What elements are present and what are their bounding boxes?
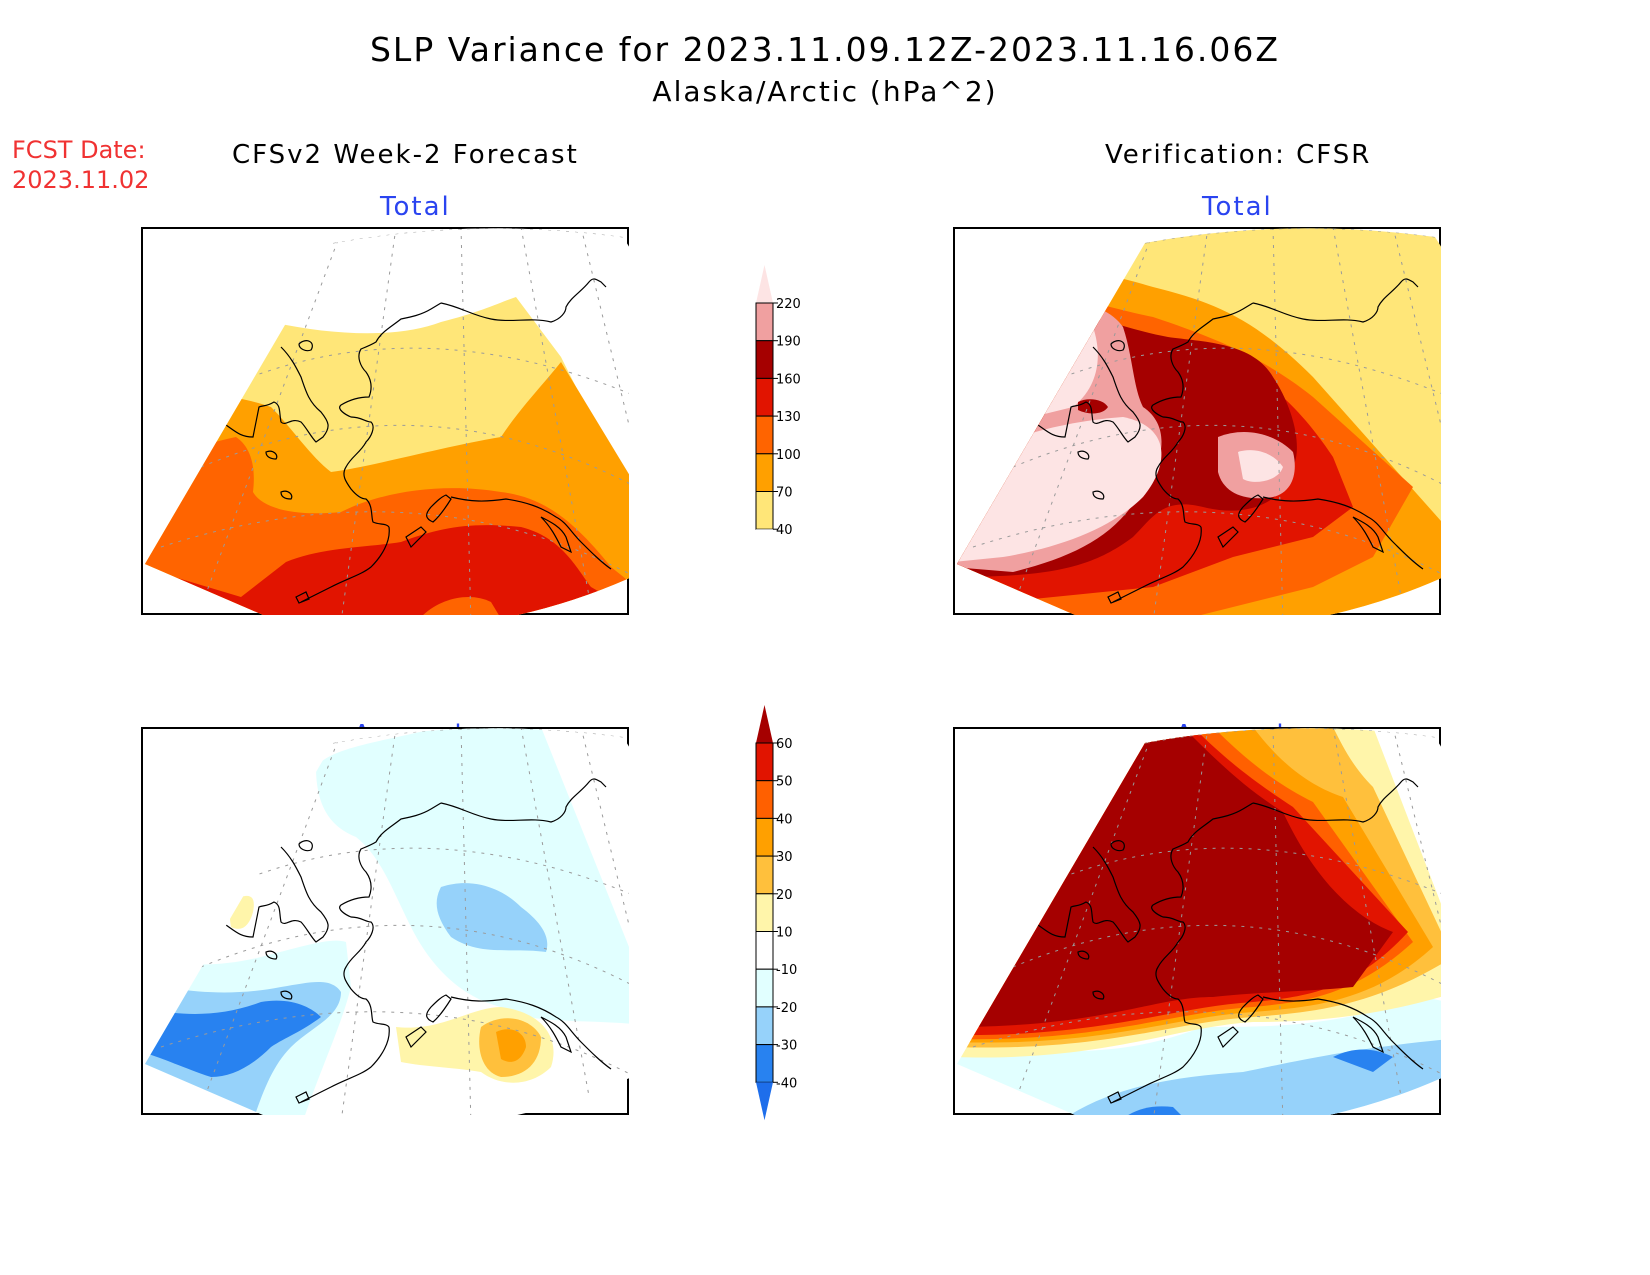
map-panel-verification-total [953,227,1441,615]
colorbar-tick-label: 30 [776,850,793,865]
colorbar-swatch [755,1006,774,1046]
colorbar-swatch [755,302,774,342]
colorbar-swatch [755,855,774,895]
panel-subtitle-verification-total: Total [1202,192,1273,222]
right-column-heading: Verification: CFSR [1105,140,1372,170]
forecast-date-value: 2023.11.02 [12,166,150,194]
contour-minus10-minus20-north [316,728,629,1027]
colorbar-tick-label: 20 [776,888,793,903]
colorbar-swatch [755,931,774,970]
contour-minus20-minus30 [436,883,548,952]
colorbar-swatch [755,817,774,857]
colorbar-tick-label: 60 [776,737,793,752]
colorbar-total: 220 190 160 130 100 70 40 [755,265,801,568]
colorbar-swatch [755,340,774,379]
colorbar-tick-label: 100 [776,448,801,463]
colorbar-swatch [755,453,774,493]
colorbar-extend-top [756,265,773,303]
contour-100-130-inset [421,597,506,615]
contour-30-40 [496,1029,526,1062]
contour-minus30-minus40-east [1333,1049,1393,1072]
colorbar-tick-label: 70 [776,486,793,501]
colorbar-swatch [755,1044,774,1083]
colorbar-swatch [755,893,774,933]
colorbar-tick-label: -20 [776,1001,797,1016]
figure-subtitle: Alaska/Arctic (hPa^2) [652,75,998,108]
colorbar-swatch [755,742,774,782]
colorbar-tick-label: 50 [776,775,793,790]
contour-minus30-minus40-west [1113,1106,1193,1115]
colorbar-tick-label: 220 [776,297,801,312]
panel-subtitle-forecast-total: Total [380,192,451,222]
contour-220-plus-east [1238,450,1283,482]
colorbar-swatch [755,491,774,530]
colorbar-tick-label: -40 [776,1076,797,1091]
colorbar-swatch [755,377,774,417]
colorbar-swatch [755,968,774,1008]
map-panel-verification-anomaly [953,727,1441,1115]
left-column-heading: CFSv2 Week-2 Forecast [232,140,579,170]
colorbar-tick-label: 40 [776,812,793,827]
map-panel-forecast-anomaly [141,727,629,1115]
colorbar-tick-label: 190 [776,335,801,350]
colorbar-tick-label: -30 [776,1039,797,1054]
forecast-date-block: FCST Date: 2023.11.02 [12,135,149,195]
colorbar-anomaly: 60 50 40 30 20 10 -10 -20 -30 -40 [755,705,797,1121]
contour-130-160 [145,525,629,615]
figure-title: SLP Variance for 2023.11.09.12Z-2023.11.… [369,30,1281,69]
colorbar-tick-label: -10 [776,963,797,978]
forecast-date-label: FCST Date: [12,136,146,164]
colorbar-extend-bottom [756,1082,773,1121]
colorbar-extend-bottom [756,529,773,568]
colorbar-extend-top [756,705,773,743]
colorbar-tick-label: 130 [776,410,801,425]
colorbar-tick-label: 40 [776,523,793,538]
colorbar-tick-label: 10 [776,926,793,941]
map-panel-forecast-total [141,227,629,615]
colorbar-swatch [755,780,774,819]
colorbar-swatch [755,415,774,455]
colorbar-tick-label: 160 [776,372,801,387]
